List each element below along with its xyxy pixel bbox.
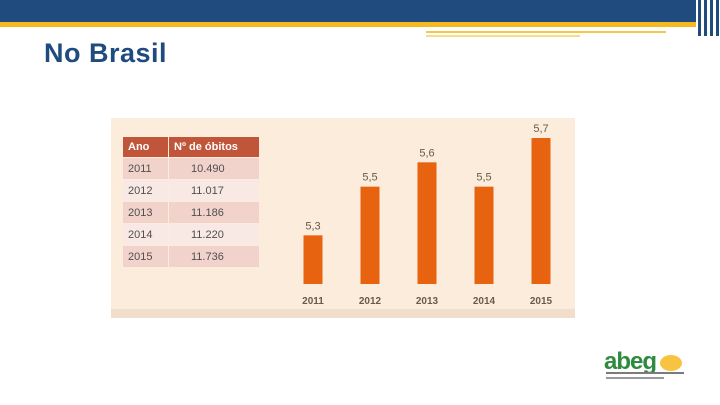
table-cell-year: 2014 (123, 224, 168, 245)
logo-tagline (606, 377, 664, 379)
table-header-year: Ano (123, 137, 168, 157)
deaths-table: Ano Nº de óbitos 2011 10.490 2012 11.017… (122, 136, 260, 268)
header-bar (0, 0, 696, 22)
bar-2013 (417, 162, 437, 284)
table-cell-deaths: 11.220 (169, 224, 259, 245)
logo-text: abeg (604, 348, 657, 375)
page-title: No Brasil (44, 38, 168, 68)
category-label: 2013 (416, 296, 439, 307)
table-cell-year: 2015 (123, 246, 168, 267)
abeg-logo: abeg (604, 350, 686, 384)
bar-value-label: 5,6 (419, 147, 434, 159)
bar-chart: 5,3 2011 5,5 2012 5,6 2013 5,5 2014 5,7 2015 (302, 123, 553, 307)
chart-bottom-strip (111, 309, 575, 318)
category-label: 2012 (359, 296, 382, 307)
header-decor-line (426, 31, 666, 33)
table-cell-deaths: 11.017 (169, 180, 259, 201)
table-row: 2014 11.220 (123, 224, 259, 245)
header-decor-line-short (426, 35, 580, 37)
header-accent-bar (0, 22, 696, 27)
bar-value-label: 5,3 (305, 220, 320, 232)
bar-value-label: 5,7 (533, 123, 548, 135)
chart-panel: Ano Nº de óbitos 2011 10.490 2012 11.017… (111, 118, 575, 318)
bar-value-label: 5,5 (362, 172, 377, 184)
bar-2012 (360, 186, 380, 284)
category-label: 2015 (530, 296, 553, 307)
category-label: 2011 (302, 296, 324, 307)
table-cell-deaths: 10.490 (169, 158, 259, 179)
logo-tagline (606, 372, 684, 374)
bar-2015 (531, 138, 551, 284)
table-cell-deaths: 11.736 (169, 246, 259, 267)
table-row: 2011 10.490 (123, 158, 259, 179)
category-label: 2014 (473, 296, 496, 307)
table-row: 2012 11.017 (123, 180, 259, 201)
header-stripes (696, 0, 720, 36)
table-header-row: Ano Nº de óbitos (123, 137, 259, 157)
bar-2014 (474, 186, 494, 284)
table-header-deaths: Nº de óbitos (169, 137, 259, 157)
table-row: 2013 11.186 (123, 202, 259, 223)
table-cell-year: 2011 (123, 158, 168, 179)
table-row: 2015 11.736 (123, 246, 259, 267)
logo-shape (660, 355, 682, 371)
bar-2011 (303, 235, 323, 284)
table-cell-deaths: 11.186 (169, 202, 259, 223)
table-cell-year: 2012 (123, 180, 168, 201)
bar-value-label: 5,5 (476, 172, 491, 184)
table-cell-year: 2013 (123, 202, 168, 223)
